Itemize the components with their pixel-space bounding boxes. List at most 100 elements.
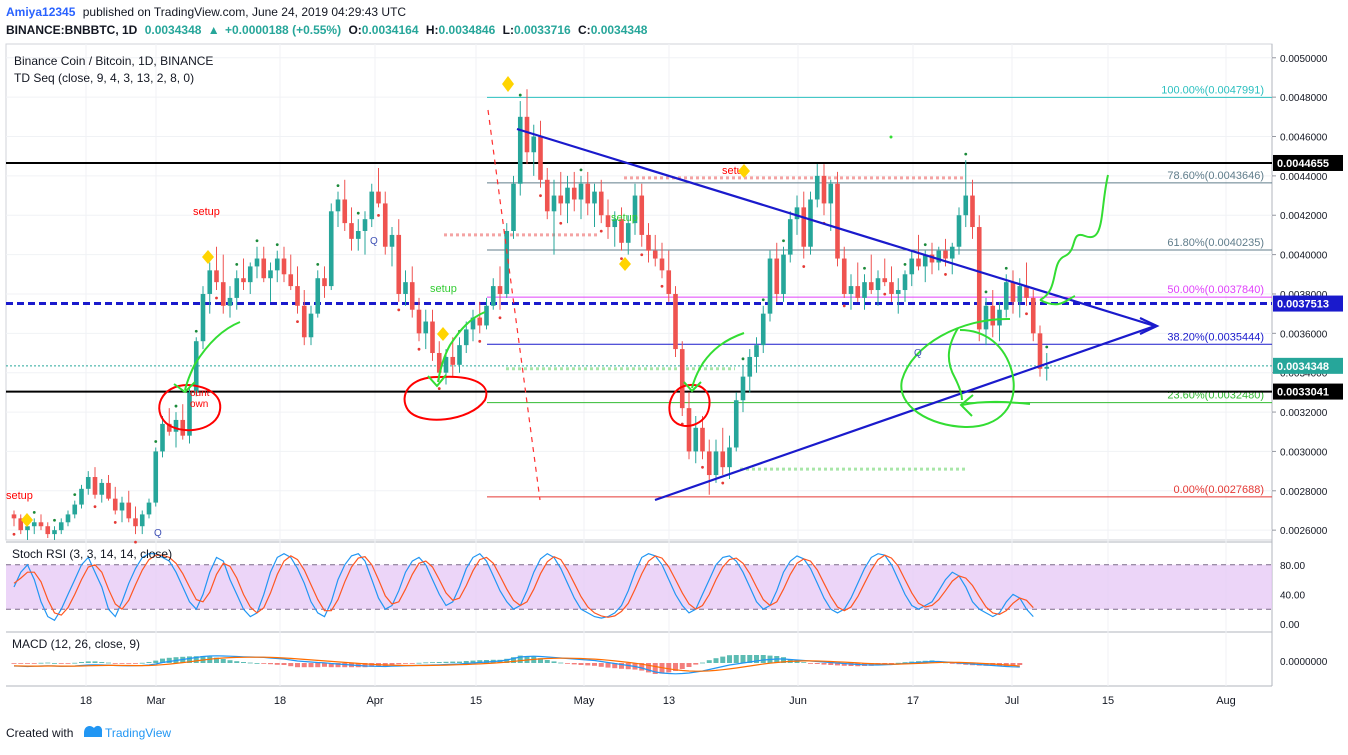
candle xyxy=(382,191,388,255)
candle xyxy=(625,215,631,255)
candle xyxy=(747,349,753,393)
candle-body xyxy=(956,215,962,247)
td-count-dot xyxy=(134,540,137,544)
macd-label[interactable]: MACD (12, 26, close, 9) xyxy=(12,637,140,651)
author[interactable]: Amiya12345 xyxy=(6,5,76,19)
macd-hist-bar xyxy=(126,663,132,664)
candle-body xyxy=(45,526,51,535)
macd-hist-bar xyxy=(889,663,894,664)
candle-body xyxy=(443,356,449,373)
td-count-dot xyxy=(154,440,158,443)
candle-body xyxy=(99,482,105,495)
y-tick-label: 0.0032000 xyxy=(1280,408,1328,419)
candle xyxy=(173,412,179,448)
macd-hist-bar xyxy=(389,663,395,665)
macd-hist-bar xyxy=(727,655,732,663)
macd-hist-bar xyxy=(612,663,618,669)
candle xyxy=(281,246,287,283)
candle-body xyxy=(679,349,685,409)
macd-hist-bar xyxy=(639,663,645,671)
x-tick-label: 15 xyxy=(1102,695,1114,707)
y-tick-label: 0.0034000 xyxy=(1280,369,1328,380)
candle-body xyxy=(31,522,37,527)
header-line-2: BINANCE:BNBBTC, 1D 0.0034348 ▲ +0.000018… xyxy=(6,23,648,37)
candle xyxy=(58,518,64,535)
price-label-box xyxy=(1273,154,1343,171)
trendline-lower[interactable] xyxy=(654,324,1156,502)
fib-label: 38.20%(0.0035444) xyxy=(1167,331,1264,343)
close-value: 0.0034348 xyxy=(591,23,648,37)
macd-hist-bar xyxy=(747,655,753,663)
candle-body xyxy=(808,199,813,247)
candle xyxy=(855,262,861,302)
candle-body xyxy=(295,286,300,306)
price-label: 0.0037513 xyxy=(1277,299,1329,311)
candle xyxy=(700,416,705,460)
macd-hist-bar xyxy=(281,663,287,665)
candle xyxy=(45,522,51,539)
macd-hist-bar xyxy=(362,663,368,668)
candle-body xyxy=(666,270,672,294)
td-count-dot xyxy=(296,320,299,324)
candle-body xyxy=(254,258,260,267)
candle xyxy=(369,183,375,228)
diamond-4 xyxy=(619,257,631,271)
macd-hist-bar xyxy=(409,663,415,664)
candle-body xyxy=(220,282,226,306)
macd-hist-bar xyxy=(268,663,273,665)
td-count-dot xyxy=(863,266,866,270)
countdown-label-1: ount xyxy=(190,388,210,399)
l-label: L: xyxy=(503,23,514,37)
chart-title: Binance Coin / Bitcoin, 1D, BINANCE xyxy=(14,54,213,68)
candle xyxy=(767,250,773,322)
candle-body xyxy=(686,408,692,452)
candle-body xyxy=(700,427,705,452)
macd-hist-bar xyxy=(598,663,604,667)
x-tick-label: Aug xyxy=(1216,695,1236,707)
td-seq-markers xyxy=(12,93,1049,544)
y-tick-label: 0.0046000 xyxy=(1280,133,1328,144)
macd-hist-bar xyxy=(52,663,57,664)
candle xyxy=(160,416,165,458)
macd-hist-bar xyxy=(79,662,84,663)
td-count-dot xyxy=(903,262,907,266)
macd-hist-bar xyxy=(31,663,37,664)
candle-body xyxy=(855,286,861,298)
candle xyxy=(679,341,685,416)
macd-hist-bar xyxy=(214,657,219,663)
tradingview-brand[interactable]: TradingView xyxy=(105,726,171,740)
macd-hist-bar xyxy=(295,663,300,668)
candle xyxy=(551,179,557,255)
indicator-label[interactable]: TD Seq (close, 9, 4, 3, 13, 2, 8, 0) xyxy=(14,71,194,85)
macd-hist-bar xyxy=(436,662,442,663)
countdown-label-2: own xyxy=(190,399,208,410)
diamond-3 xyxy=(437,327,449,341)
macd-hist-bar xyxy=(794,660,800,663)
candle-body xyxy=(781,254,786,294)
candle-body xyxy=(315,278,321,314)
candle-body xyxy=(85,477,91,489)
candles xyxy=(11,89,1050,540)
macd-hist-bar xyxy=(470,660,476,663)
td-count-dot xyxy=(559,221,563,225)
macd-hist-bar xyxy=(193,656,199,663)
candle xyxy=(322,266,327,298)
candle-body xyxy=(585,183,591,204)
candle xyxy=(787,211,793,263)
candle-body xyxy=(1044,366,1050,369)
candle xyxy=(997,301,1002,342)
macd-hist-bar xyxy=(733,655,739,663)
macd-hist-bar xyxy=(187,656,192,663)
candle-body xyxy=(531,136,537,153)
stoch-label[interactable]: Stoch RSI (3, 3, 14, 14, close) xyxy=(12,547,172,561)
candle-body xyxy=(646,234,651,251)
td-count-dot xyxy=(660,284,664,288)
candle-body xyxy=(511,183,516,231)
candle xyxy=(781,246,786,302)
high-value: 0.0034846 xyxy=(439,23,496,37)
green-arrow-3 xyxy=(691,332,745,389)
candle xyxy=(403,270,408,306)
macd-hist-bar xyxy=(450,661,456,663)
candle-body xyxy=(119,502,125,511)
candle xyxy=(227,286,233,318)
